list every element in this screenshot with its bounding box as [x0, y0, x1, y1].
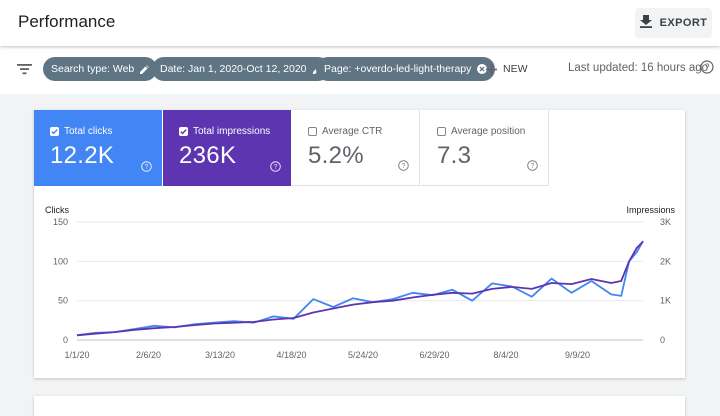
- right-tick-label: 0: [660, 335, 665, 345]
- metric-average-position[interactable]: Average position 7.3 ?: [421, 110, 549, 186]
- checkbox-checked-icon[interactable]: [179, 127, 188, 136]
- left-tick-label: 0: [63, 335, 68, 345]
- help-icon[interactable]: ?: [398, 158, 409, 176]
- right-tick-label: 2K: [660, 256, 671, 266]
- metric-label: Average position: [451, 126, 526, 137]
- x-tick-label: 6/29/20: [419, 350, 449, 360]
- svg-text:?: ?: [704, 62, 709, 72]
- impressions-line: [76, 241, 644, 337]
- x-tick-label: 2/6/20: [136, 350, 161, 360]
- x-tick-label: 3/13/20: [205, 350, 235, 360]
- download-icon: [639, 15, 652, 31]
- metric-value: 12.2K: [50, 142, 115, 169]
- metric-value: 7.3: [437, 142, 472, 169]
- queries-card: [34, 396, 685, 416]
- filter-bar: Search type: Web Date: Jan 1, 2020-Oct 1…: [0, 46, 720, 94]
- svg-text:?: ?: [402, 163, 406, 170]
- metric-label: Total clicks: [64, 126, 113, 137]
- metric-total-impressions[interactable]: Total impressions 236K ?: [163, 110, 291, 186]
- performance-card: Total clicks 12.2K ? Total impressions 2…: [34, 110, 685, 378]
- plus-icon: [486, 63, 497, 75]
- checkbox-unchecked-icon[interactable]: [308, 127, 317, 136]
- date-chip[interactable]: Date: Jan 1, 2020-Oct 12, 2020: [152, 57, 330, 81]
- page-chip[interactable]: Page: +overdo-led-light-therapy: [316, 57, 496, 81]
- right-axis-label: Impressions: [626, 205, 675, 215]
- filter-icon[interactable]: [17, 62, 32, 80]
- checkbox-unchecked-icon[interactable]: [437, 127, 446, 136]
- clicks-line: [76, 240, 644, 337]
- left-tick-label: 50: [58, 296, 68, 306]
- chip-label: Page: +overdo-led-light-therapy: [324, 63, 472, 75]
- help-icon[interactable]: ?: [527, 158, 538, 176]
- left-axis-label: Clicks: [45, 205, 69, 215]
- metric-value: 5.2%: [308, 142, 364, 169]
- x-tick-label: 5/24/20: [348, 350, 378, 360]
- svg-text:?: ?: [531, 163, 535, 170]
- left-tick-label: 150: [53, 217, 68, 227]
- help-icon[interactable]: ?: [700, 60, 714, 79]
- x-tick-label: 9/9/20: [565, 350, 590, 360]
- search-type-chip[interactable]: Search type: Web: [43, 57, 158, 81]
- x-tick-label: 4/18/20: [276, 350, 306, 360]
- help-icon[interactable]: ?: [141, 159, 152, 177]
- help-icon[interactable]: ?: [270, 159, 281, 177]
- metric-label: Average CTR: [322, 126, 383, 137]
- right-tick-label: 3K: [660, 217, 671, 227]
- remove-icon[interactable]: [477, 64, 488, 74]
- page-title: Performance: [18, 12, 116, 31]
- new-filter-button[interactable]: NEW: [486, 57, 528, 81]
- x-tick-label: 8/4/20: [493, 350, 518, 360]
- export-button[interactable]: EXPORT: [635, 8, 712, 38]
- right-tick-label: 1K: [660, 296, 671, 306]
- edit-icon[interactable]: [140, 64, 150, 74]
- last-updated-text: Last updated: 16 hours ago: [568, 62, 709, 74]
- left-tick-label: 100: [53, 256, 68, 266]
- svg-text:?: ?: [145, 164, 149, 171]
- svg-text:?: ?: [274, 164, 278, 171]
- top-app-bar: Performance EXPORT: [0, 0, 720, 46]
- export-label: EXPORT: [659, 17, 708, 29]
- x-tick-label: 1/1/20: [64, 350, 89, 360]
- metric-value: 236K: [179, 142, 237, 169]
- performance-chart: Clicks Impressions 150 3K 100 2K 50 1K 0 0 1/1/20 2…: [45, 205, 676, 360]
- checkbox-checked-icon[interactable]: [50, 127, 59, 136]
- metric-average-ctr[interactable]: Average CTR 5.2% ?: [292, 110, 420, 186]
- chip-label: Search type: Web: [51, 63, 135, 75]
- metric-total-clicks[interactable]: Total clicks 12.2K ?: [34, 110, 162, 186]
- chip-label: Date: Jan 1, 2020-Oct 12, 2020: [160, 63, 307, 75]
- new-label: NEW: [503, 63, 528, 75]
- metric-label: Total impressions: [193, 126, 271, 137]
